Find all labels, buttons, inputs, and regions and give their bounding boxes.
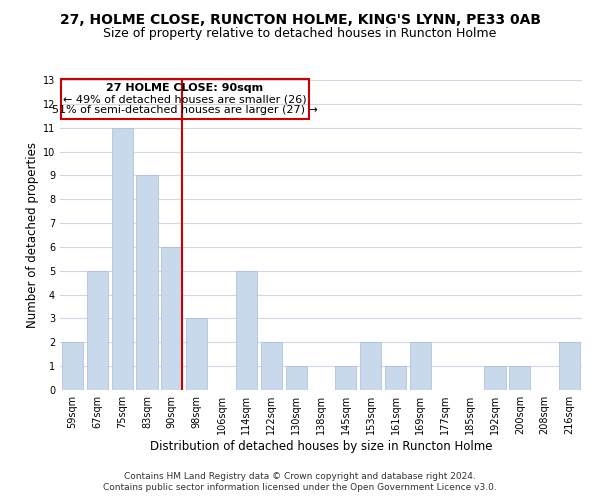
Bar: [87, 271, 108, 390]
Bar: [335, 366, 356, 390]
Text: Size of property relative to detached houses in Runcton Holme: Size of property relative to detached ho…: [103, 28, 497, 40]
X-axis label: Distribution of detached houses by size in Runcton Holme: Distribution of detached houses by size …: [150, 440, 492, 453]
Y-axis label: Number of detached properties: Number of detached properties: [26, 142, 38, 328]
Text: Contains HM Land Registry data © Crown copyright and database right 2024.: Contains HM Land Registry data © Crown c…: [124, 472, 476, 481]
Bar: [484, 366, 506, 390]
Bar: [385, 366, 406, 390]
Text: 27, HOLME CLOSE, RUNCTON HOLME, KING'S LYNN, PE33 0AB: 27, HOLME CLOSE, RUNCTON HOLME, KING'S L…: [59, 12, 541, 26]
Bar: [62, 342, 83, 390]
Text: 51% of semi-detached houses are larger (27) →: 51% of semi-detached houses are larger (…: [52, 106, 318, 116]
Bar: [236, 271, 257, 390]
Bar: [112, 128, 133, 390]
Bar: [509, 366, 530, 390]
Bar: [61, 79, 308, 120]
Text: Contains public sector information licensed under the Open Government Licence v3: Contains public sector information licen…: [103, 484, 497, 492]
Text: 27 HOLME CLOSE: 90sqm: 27 HOLME CLOSE: 90sqm: [106, 82, 263, 92]
Bar: [559, 342, 580, 390]
Bar: [161, 247, 182, 390]
Bar: [286, 366, 307, 390]
Bar: [360, 342, 381, 390]
Bar: [186, 318, 207, 390]
Bar: [136, 176, 158, 390]
Bar: [410, 342, 431, 390]
Text: ← 49% of detached houses are smaller (26): ← 49% of detached houses are smaller (26…: [63, 94, 307, 104]
Bar: [261, 342, 282, 390]
